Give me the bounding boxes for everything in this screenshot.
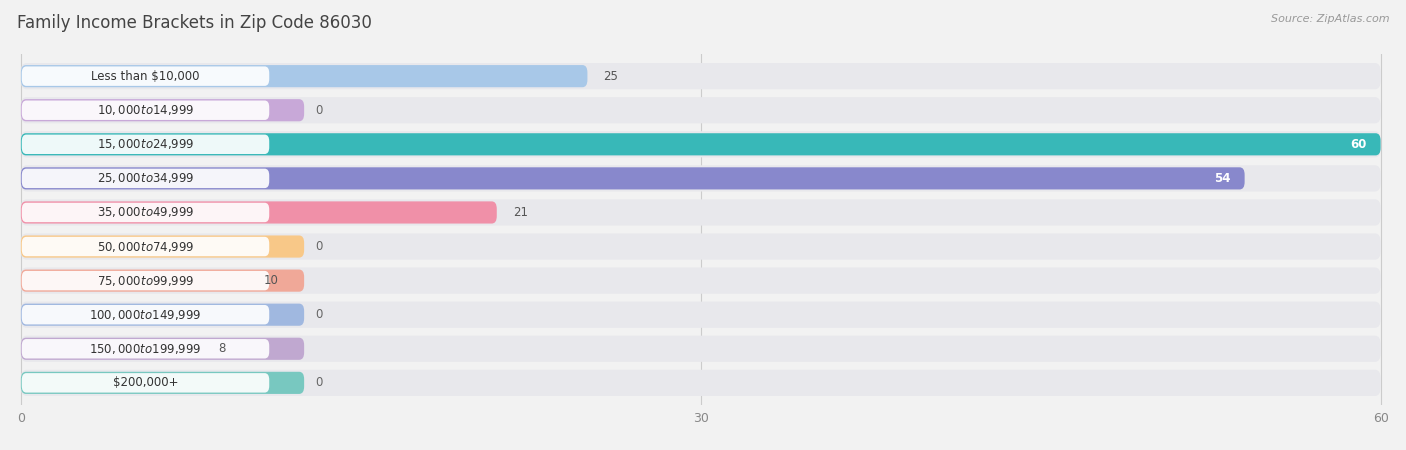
FancyBboxPatch shape <box>21 202 496 224</box>
Text: 0: 0 <box>315 308 323 321</box>
Text: 60: 60 <box>1351 138 1367 151</box>
Text: 0: 0 <box>315 240 323 253</box>
Text: $75,000 to $99,999: $75,000 to $99,999 <box>97 274 194 288</box>
Text: Less than $10,000: Less than $10,000 <box>91 70 200 83</box>
FancyBboxPatch shape <box>21 97 1381 123</box>
FancyBboxPatch shape <box>21 169 269 188</box>
FancyBboxPatch shape <box>21 373 269 392</box>
FancyBboxPatch shape <box>21 339 269 359</box>
FancyBboxPatch shape <box>21 99 304 122</box>
FancyBboxPatch shape <box>21 338 304 360</box>
FancyBboxPatch shape <box>21 235 304 257</box>
FancyBboxPatch shape <box>21 270 304 292</box>
FancyBboxPatch shape <box>21 100 269 120</box>
FancyBboxPatch shape <box>21 67 269 86</box>
Text: $35,000 to $49,999: $35,000 to $49,999 <box>97 206 194 220</box>
Text: Source: ZipAtlas.com: Source: ZipAtlas.com <box>1271 14 1389 23</box>
Text: 8: 8 <box>218 342 225 355</box>
FancyBboxPatch shape <box>21 135 269 154</box>
FancyBboxPatch shape <box>21 271 269 290</box>
FancyBboxPatch shape <box>21 372 304 394</box>
FancyBboxPatch shape <box>21 65 588 87</box>
FancyBboxPatch shape <box>21 234 1381 260</box>
FancyBboxPatch shape <box>21 131 1381 158</box>
Text: Family Income Brackets in Zip Code 86030: Family Income Brackets in Zip Code 86030 <box>17 14 371 32</box>
FancyBboxPatch shape <box>21 133 1381 155</box>
Text: $25,000 to $34,999: $25,000 to $34,999 <box>97 171 194 185</box>
FancyBboxPatch shape <box>21 167 1244 189</box>
Text: $50,000 to $74,999: $50,000 to $74,999 <box>97 239 194 253</box>
Text: $100,000 to $149,999: $100,000 to $149,999 <box>90 308 201 322</box>
FancyBboxPatch shape <box>21 305 269 324</box>
FancyBboxPatch shape <box>21 199 1381 225</box>
Text: $10,000 to $14,999: $10,000 to $14,999 <box>97 103 194 117</box>
FancyBboxPatch shape <box>21 370 1381 396</box>
FancyBboxPatch shape <box>21 302 1381 328</box>
FancyBboxPatch shape <box>21 203 269 222</box>
Text: $150,000 to $199,999: $150,000 to $199,999 <box>90 342 201 356</box>
FancyBboxPatch shape <box>21 267 1381 294</box>
Text: 54: 54 <box>1215 172 1232 185</box>
Text: 0: 0 <box>315 376 323 389</box>
Text: $200,000+: $200,000+ <box>112 376 179 389</box>
Text: $15,000 to $24,999: $15,000 to $24,999 <box>97 137 194 151</box>
FancyBboxPatch shape <box>21 336 1381 362</box>
FancyBboxPatch shape <box>21 237 269 256</box>
Text: 21: 21 <box>513 206 527 219</box>
Text: 10: 10 <box>263 274 278 287</box>
Text: 0: 0 <box>315 104 323 117</box>
FancyBboxPatch shape <box>21 63 1381 89</box>
FancyBboxPatch shape <box>21 304 304 326</box>
Text: 25: 25 <box>603 70 619 83</box>
FancyBboxPatch shape <box>21 165 1381 192</box>
